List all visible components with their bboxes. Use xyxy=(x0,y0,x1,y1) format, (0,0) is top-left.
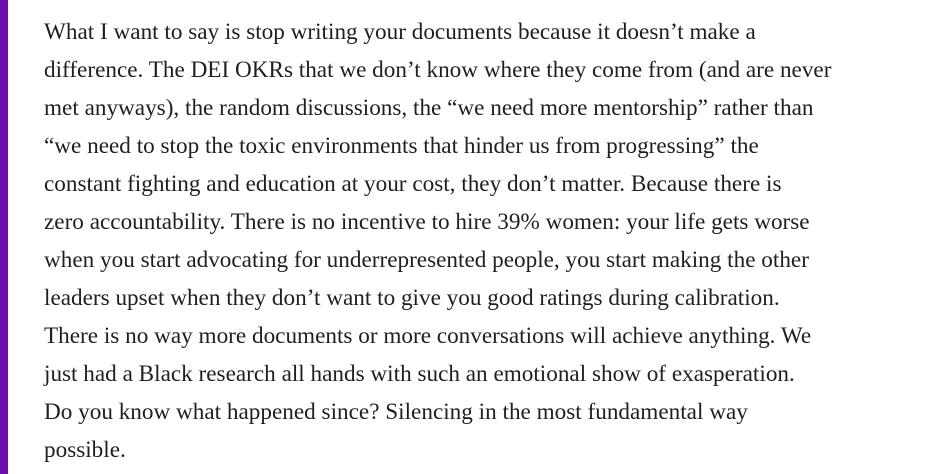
quote-line-3: met anyways), the random discussions, th… xyxy=(44,95,814,121)
quote-line-6: zero accountability. There is no incenti… xyxy=(44,209,810,235)
quote-line-7: when you start advocating for underrepre… xyxy=(44,247,809,273)
quote-line-2: difference. The DEI OKRs that we don’t k… xyxy=(44,57,832,83)
quote-line-5: constant fighting and education at your … xyxy=(44,171,782,197)
quote-line-1: What I want to say is stop writing your … xyxy=(44,19,756,45)
quote-line-9: There is no way more documents or more c… xyxy=(44,323,812,349)
quote-line-10: just had a Black research all hands with… xyxy=(44,361,795,387)
quote-line-11: Do you know what happened since? Silenci… xyxy=(44,399,748,425)
quote-line-4: “we need to stop the toxic environments … xyxy=(44,133,759,159)
quote-line-12: possible. xyxy=(44,437,126,463)
quote-paragraph: What I want to say is stop writing your … xyxy=(44,13,944,469)
quote-line-8: leaders upset when they don’t want to gi… xyxy=(44,285,780,311)
